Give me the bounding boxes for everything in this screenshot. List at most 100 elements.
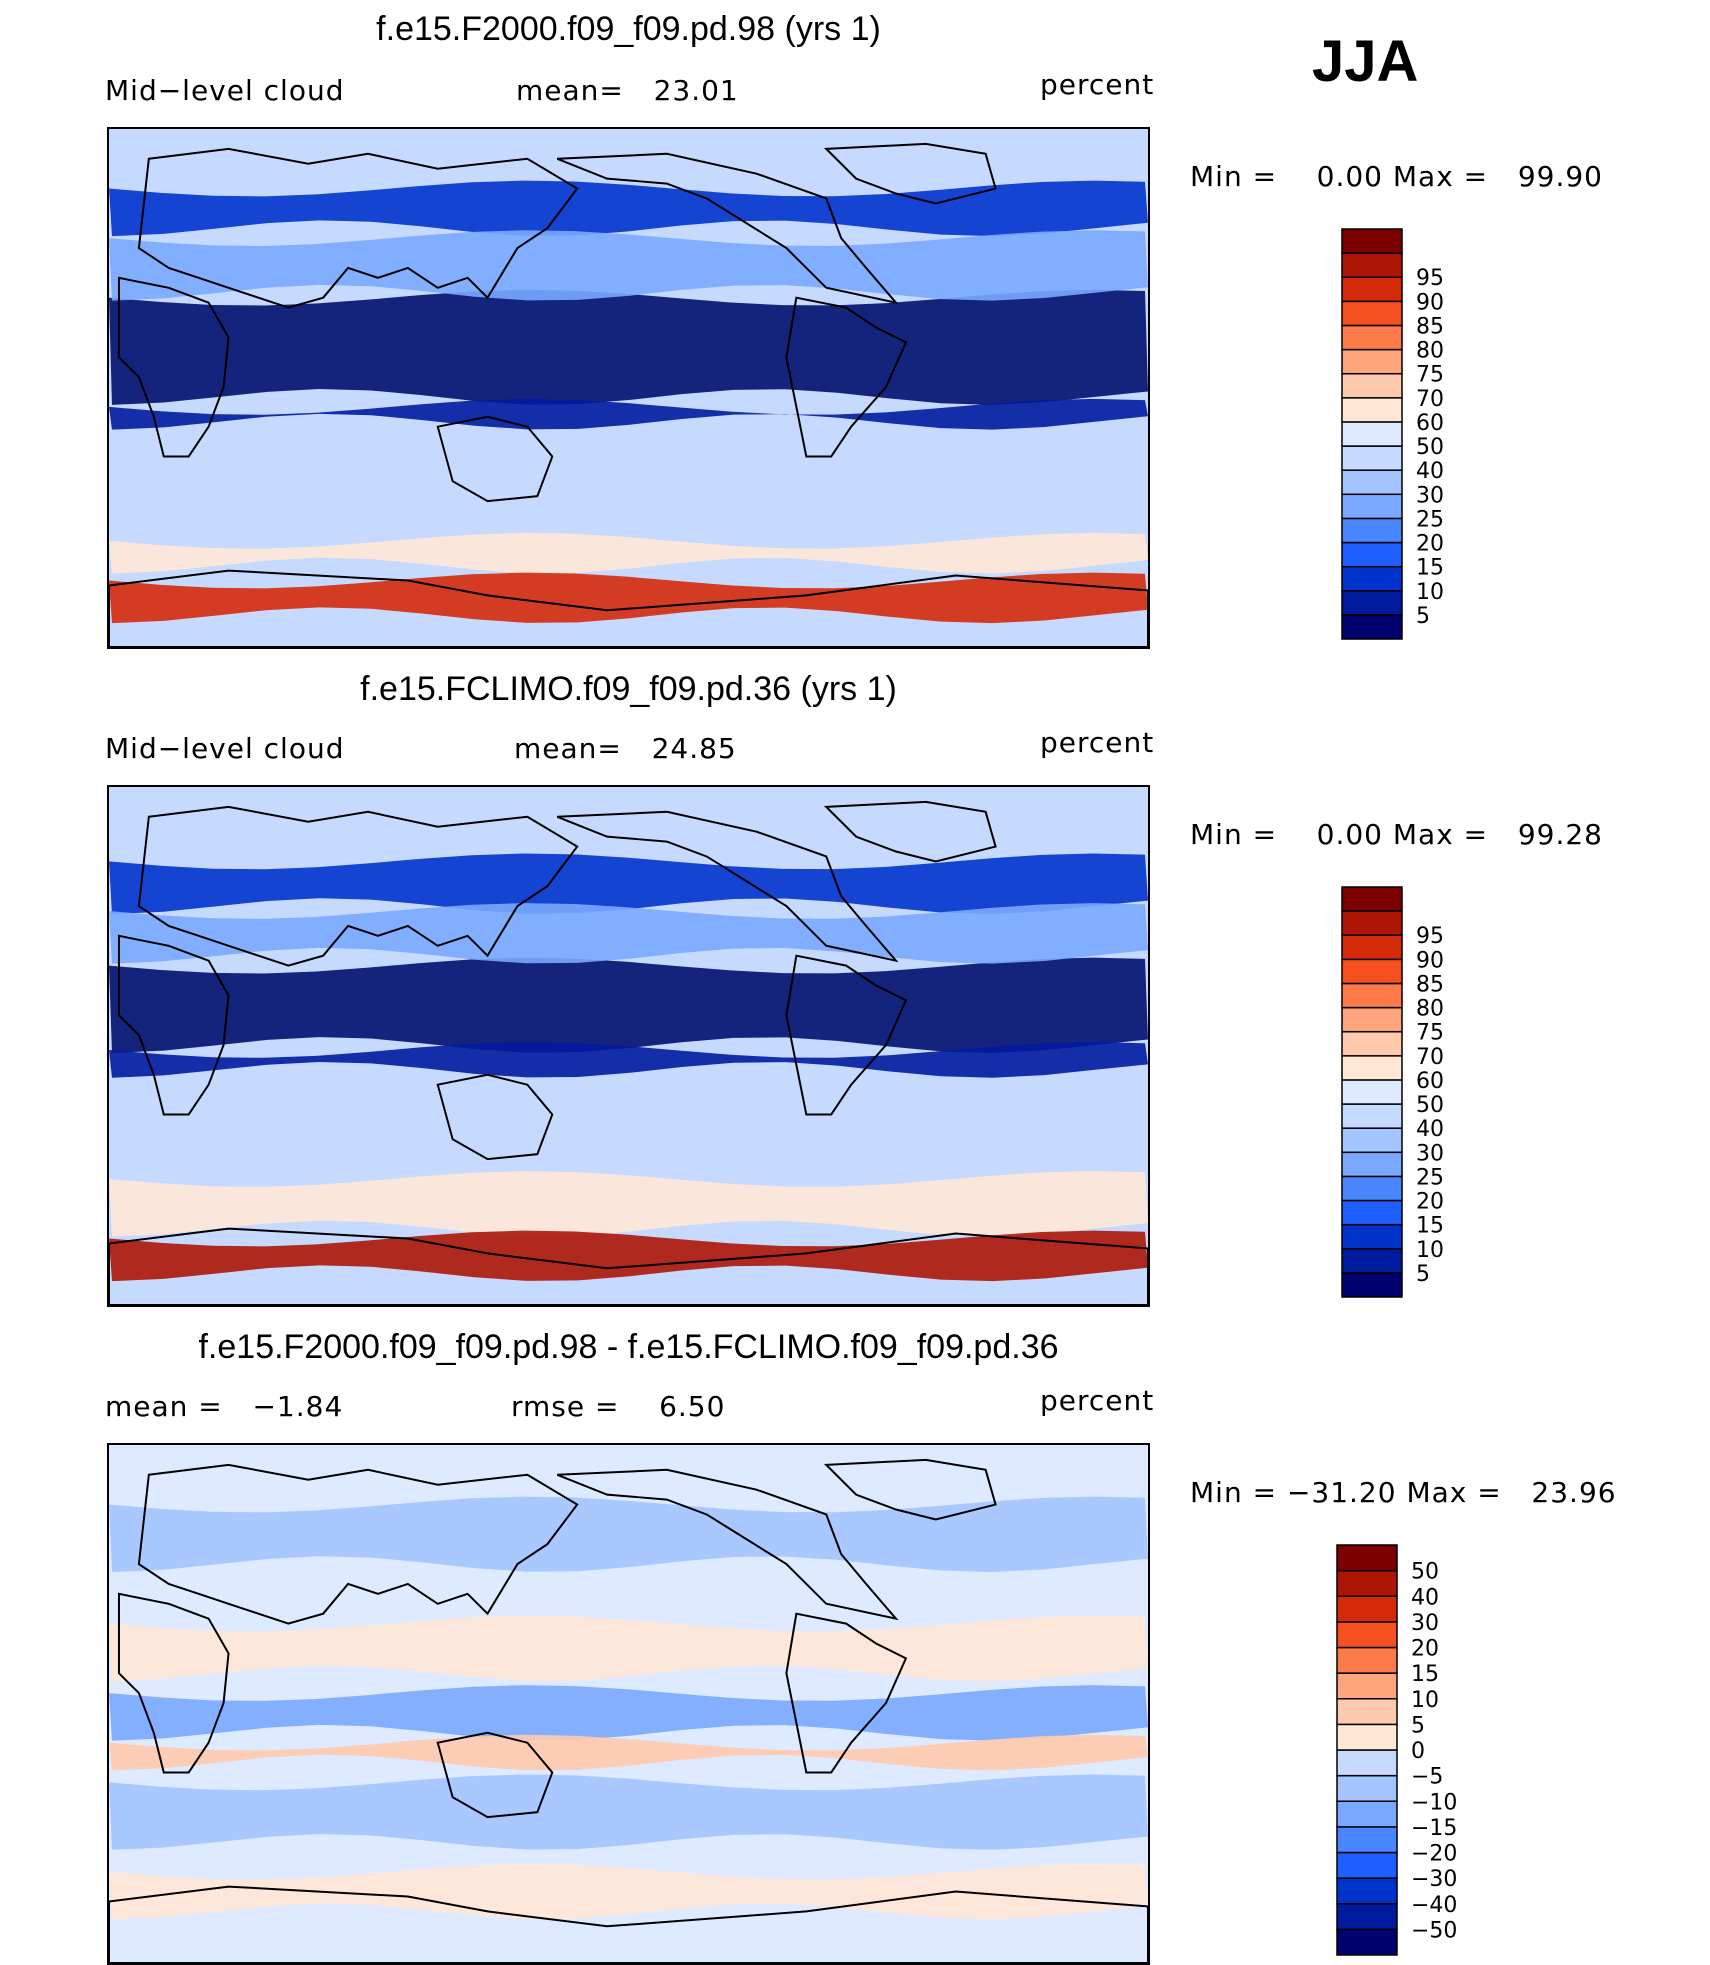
colorbar-tick-label: 30: [1416, 483, 1444, 508]
colorbar-tick-label: 50: [1416, 1093, 1444, 1118]
panel-2-minmax: Min = 0.00 Max = 99.28: [1190, 818, 1603, 851]
colorbar-swatch: [1341, 324, 1403, 351]
colorbar-tick-label: 5: [1411, 1713, 1425, 1738]
colorbar-tick-label: 25: [1416, 507, 1444, 532]
colorbar-tick-label: 95: [1416, 266, 1444, 291]
colorbar-swatch: [1341, 590, 1403, 616]
panel-2-title: f.e15.FCLIMO.f09_f09.pd.36 (yrs 1): [360, 670, 897, 708]
colorbar-swatch: [1341, 1103, 1403, 1129]
colorbar-swatch: [1341, 1006, 1403, 1033]
colorbar-swatch: [1341, 982, 1403, 1009]
colorbar-swatch: [1336, 1723, 1398, 1751]
colorbar-tick-label: 50: [1411, 1560, 1439, 1585]
colorbar-tick-label: −20: [1411, 1842, 1457, 1867]
colorbar-swatch: [1341, 1079, 1403, 1105]
colorbar-tick-label: 70: [1416, 387, 1444, 412]
colorbar-swatch: [1336, 1877, 1398, 1905]
colorbar-swatch: [1336, 1851, 1398, 1879]
colorbar-tick-label: 90: [1416, 290, 1444, 315]
colorbar-swatch: [1336, 1621, 1398, 1649]
colorbar-swatch: [1336, 1800, 1398, 1828]
colorbar-swatch: [1341, 517, 1403, 544]
colorbar-tick-label: 5: [1416, 1262, 1430, 1287]
panel-2-variable-label: Mid−level cloud: [105, 732, 345, 765]
colorbar-swatch: [1341, 228, 1403, 254]
colorbar-swatch: [1341, 1223, 1403, 1250]
season-label: JJA: [1312, 29, 1419, 94]
colorbar-swatch: [1341, 300, 1403, 327]
colorbar-tick-label: 50: [1416, 435, 1444, 460]
colorbar-tick-label: 80: [1416, 339, 1444, 364]
colorbar-tick-label: 40: [1416, 459, 1444, 484]
colorbar-tick-label: −15: [1411, 1816, 1457, 1841]
colorbar-tick-label: 15: [1416, 556, 1444, 581]
colorbar-tick-label: −5: [1411, 1765, 1443, 1790]
panel-2-colorbar: 5 10 15 20 25 30 40 50 60 70 75 80 85 90 95: [1338, 885, 1478, 1301]
colorbar-swatch: [1341, 1248, 1403, 1274]
colorbar-tick-label: 15: [1411, 1662, 1439, 1687]
panel-3-units-label: percent: [1040, 1384, 1155, 1417]
colorbar-swatch: [1341, 1055, 1403, 1081]
colorbar-swatch: [1341, 541, 1403, 568]
colorbar-swatch: [1336, 1544, 1398, 1572]
colorbar-tick-label: 70: [1416, 1045, 1444, 1070]
colorbar-swatch: [1341, 252, 1403, 278]
colorbar-tick-label: 5: [1416, 604, 1430, 629]
colorbar-swatch: [1341, 276, 1403, 303]
colorbar-tick-label: 60: [1416, 411, 1444, 436]
colorbar-swatch: [1341, 397, 1403, 423]
colorbar-swatch: [1341, 348, 1403, 375]
colorbar-swatch: [1341, 910, 1403, 936]
colorbar-tick-label: 30: [1411, 1611, 1439, 1636]
colorbar-swatch: [1336, 1569, 1398, 1597]
colorbar-swatch: [1341, 614, 1403, 640]
panel-2-mean-label: mean= 24.85: [514, 732, 737, 765]
panel-1-variable-label: Mid−level cloud: [105, 74, 345, 107]
colorbar-tick-label: −50: [1411, 1918, 1457, 1943]
colorbar-swatch: [1341, 886, 1403, 912]
colorbar-tick-label: 90: [1416, 948, 1444, 973]
panel-1-colorbar: 5 10 15 20 25 30 40 50 60 70 75 80 85 90 95: [1338, 227, 1478, 643]
panel-2-map: [107, 785, 1150, 1307]
colorbar-tick-label: 80: [1416, 997, 1444, 1022]
colorbar-tick-label: 25: [1416, 1165, 1444, 1190]
colorbar-swatch: [1336, 1646, 1398, 1674]
colorbar-tick-label: 95: [1416, 924, 1444, 949]
panel-3-map: [107, 1443, 1150, 1965]
colorbar-swatch: [1336, 1826, 1398, 1854]
panel-3-colorbar: −50 −40 −30 −20 −15 −10 −5 0 5 10 15 20 30 40 50: [1333, 1543, 1483, 1959]
colorbar-tick-label: 60: [1416, 1069, 1444, 1094]
colorbar-tick-label: 10: [1416, 580, 1444, 605]
colorbar-swatch: [1341, 421, 1403, 447]
colorbar-swatch: [1341, 958, 1403, 985]
panel-3-title: f.e15.F2000.f09_f09.pd.98 - f.e15.FCLIMO…: [198, 1328, 1059, 1366]
colorbar-tick-label: −40: [1411, 1893, 1457, 1918]
panel-1-mean-label: mean= 23.01: [516, 74, 739, 107]
panel-1-units-label: percent: [1040, 68, 1155, 101]
colorbar-swatch: [1341, 1151, 1403, 1178]
colorbar-tick-label: −30: [1411, 1867, 1457, 1892]
panel-3-rmse-label: rmse = 6.50: [511, 1390, 726, 1423]
colorbar-tick-label: 20: [1416, 532, 1444, 557]
colorbar-swatch: [1341, 934, 1403, 961]
colorbar-swatch: [1336, 1928, 1398, 1956]
colorbar-tick-label: −10: [1411, 1790, 1457, 1815]
colorbar-tick-label: 75: [1416, 1021, 1444, 1046]
colorbar-swatch: [1341, 493, 1403, 520]
colorbar-tick-label: 75: [1416, 363, 1444, 388]
panel-1-title: f.e15.F2000.f09_f09.pd.98 (yrs 1): [376, 10, 881, 48]
panel-1-map: [107, 127, 1150, 649]
colorbar-swatch: [1341, 1199, 1403, 1226]
panel-3-mean-label: mean = −1.84: [105, 1390, 344, 1423]
panel-2-units-label: percent: [1040, 726, 1155, 759]
colorbar-swatch: [1336, 1595, 1398, 1623]
colorbar-swatch: [1341, 1127, 1403, 1154]
colorbar-tick-label: 40: [1416, 1117, 1444, 1142]
panel-3-map-field: [109, 1445, 1148, 1963]
colorbar-tick-label: 15: [1416, 1214, 1444, 1239]
colorbar-swatch: [1336, 1749, 1398, 1777]
panel-1-map-field: [109, 129, 1148, 647]
colorbar-tick-label: 20: [1411, 1637, 1439, 1662]
